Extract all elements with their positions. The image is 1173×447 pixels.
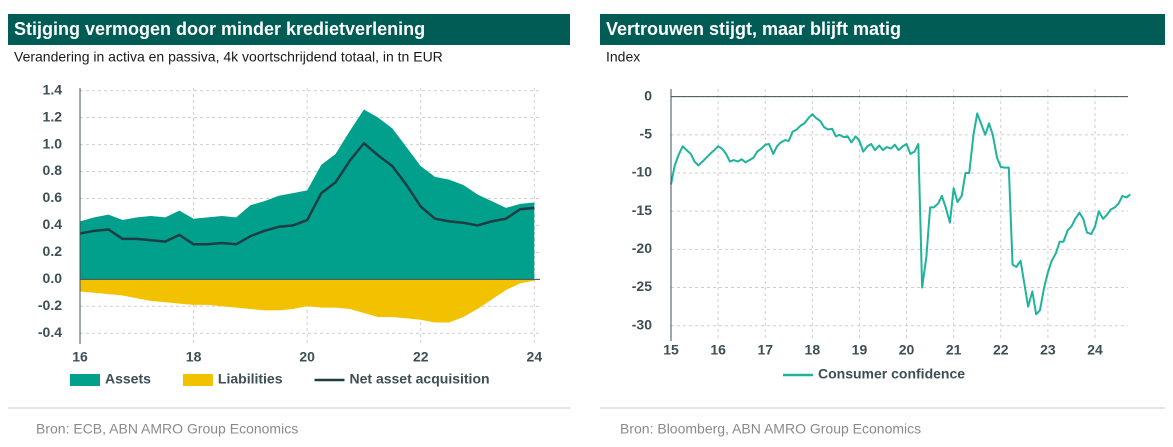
x-tick-label: 22 [413,349,429,365]
y-tick-label: -15 [632,202,652,218]
x-tick-label: 16 [72,349,88,365]
legend-swatch [70,374,100,386]
line [79,141,535,246]
x-tick-label: 18 [186,349,202,365]
x-tick-label: 20 [299,349,315,365]
area [80,109,535,280]
y-tick-label: 1.4 [43,81,63,97]
title-bar [600,14,1165,45]
y-tick-label: 0.6 [43,189,63,205]
y-tick-label: 0 [644,87,652,103]
x-tick-label: 22 [993,342,1009,358]
x-tick-label: 21 [946,342,962,358]
subtitle: Index [606,49,640,65]
x-tick-label: 18 [805,342,821,358]
x-tick-label: 15 [663,342,679,358]
y-tick-label: 0.2 [43,243,63,259]
x-tick-label: 17 [757,342,773,358]
y-tick-label: 0.8 [43,162,63,178]
legend-label: Liabilities [218,371,283,387]
chart-title: Vertrouwen stijgt, maar blijft matig [606,19,901,39]
y-tick-label: -0.2 [38,297,62,313]
y-tick-label: -30 [632,316,652,332]
subtitle: Verandering in activa en passiva, 4k voo… [14,49,443,65]
y-tick-label: 0.0 [43,270,63,286]
title-bar [8,14,570,45]
y-tick-label: -10 [632,164,652,180]
y-tick-label: 1.2 [43,108,63,124]
legend-label: Assets [105,371,151,387]
y-tick-label: 0.4 [43,216,63,232]
x-tick-label: 24 [1087,342,1103,358]
x-tick-label: 16 [710,342,726,358]
x-tick-label: 19 [852,342,868,358]
y-tick-label: -5 [640,126,653,142]
legend-label: Consumer confidence [818,366,965,382]
source: Bron: ECB, ABN AMRO Group Economics [36,421,298,437]
source: Bron: Bloomberg, ABN AMRO Group Economic… [620,421,921,437]
chart-title: Stijging vermogen door minder kredietver… [14,19,425,39]
legend-label: Net asset acquisition [350,371,490,387]
x-tick-label: 24 [527,349,543,365]
y-tick-label: 1.0 [43,135,63,151]
y-tick-label: -0.4 [38,324,62,340]
legend-swatch [182,374,213,386]
y-tick-label: -20 [632,240,652,256]
x-tick-label: 20 [899,342,915,358]
x-tick-label: 23 [1040,342,1056,358]
line [670,112,1131,316]
area [80,279,535,323]
y-tick-label: -25 [632,278,652,294]
